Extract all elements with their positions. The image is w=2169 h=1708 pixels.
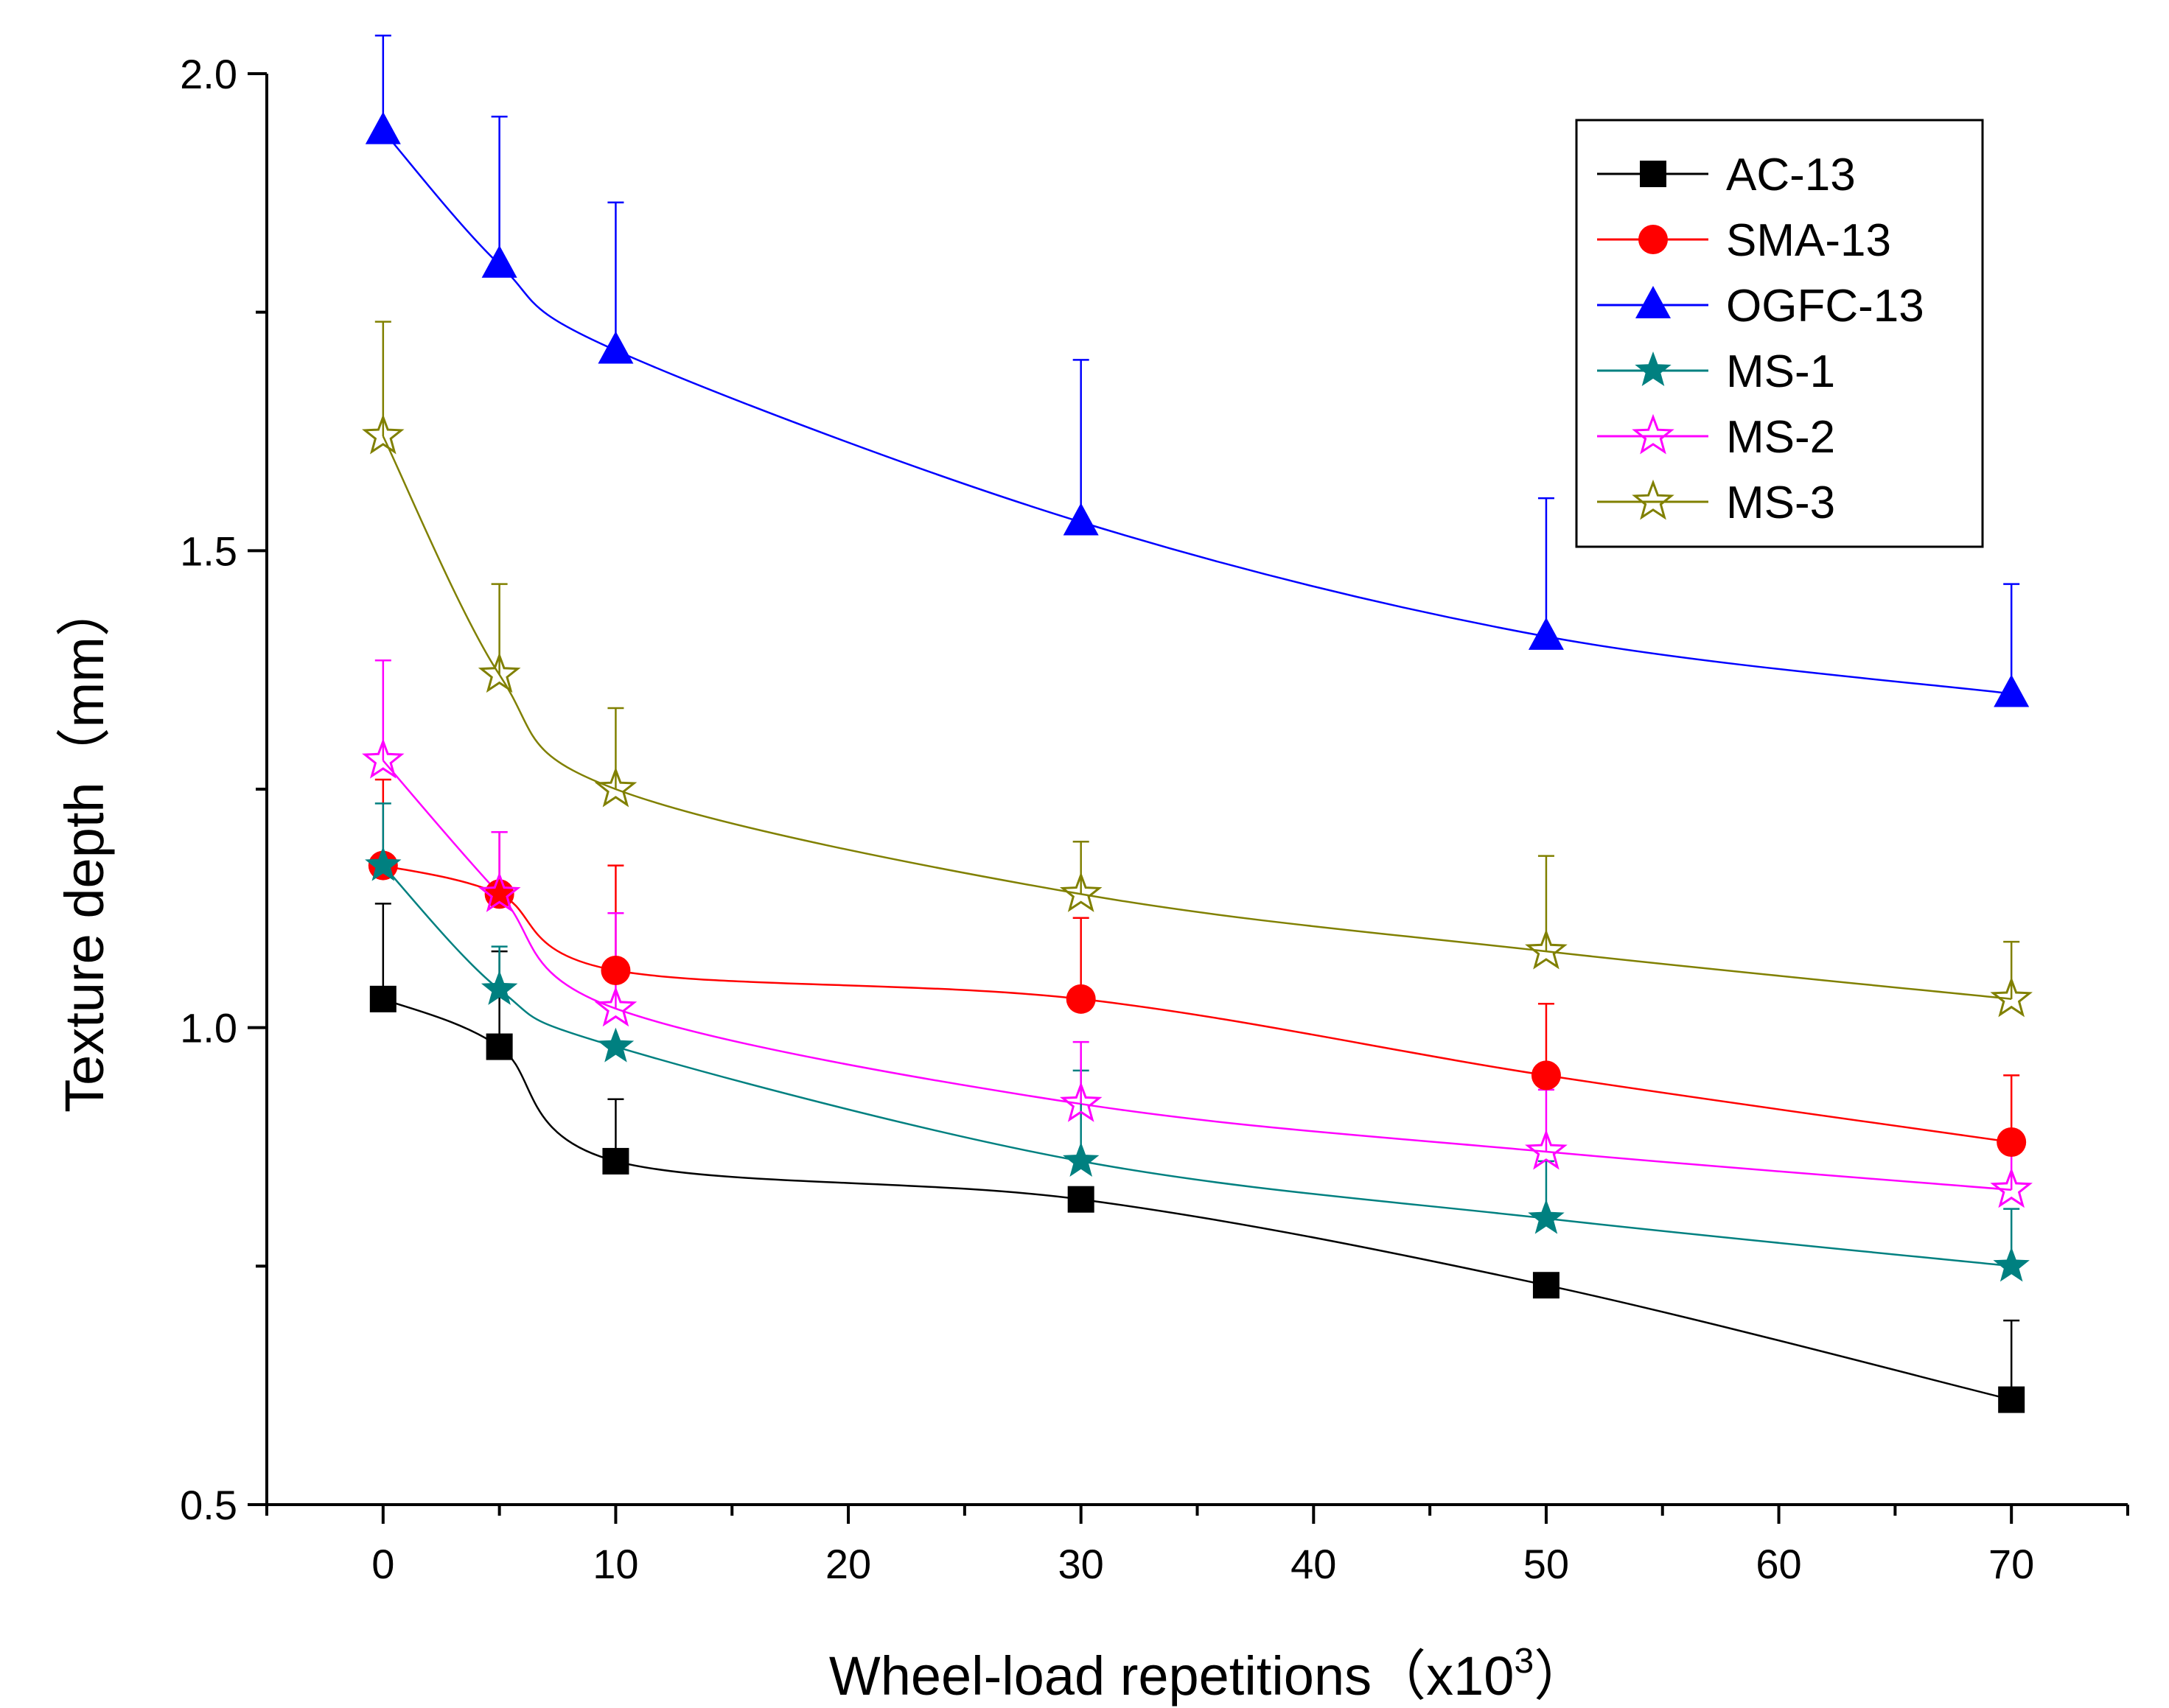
legend-label-ogfc-13: OGFC-13 — [1726, 281, 1924, 332]
data-point-ms-2 — [478, 872, 521, 912]
data-point-sma-13 — [1531, 1060, 1561, 1091]
data-point-ac-13 — [486, 1033, 513, 1060]
axes: 0 10 20 30 40 50 60 70 0.5 1.0 1.5 2.0 — [180, 51, 2129, 1587]
x-tick-label: 40 — [1290, 1541, 1336, 1587]
x-axis-title-exponent: 3 — [1514, 1642, 1534, 1681]
data-point-ms-3 — [1525, 928, 1568, 970]
data-point-ms-3 — [1990, 976, 2033, 1018]
legend-label-ms-2: MS-2 — [1726, 412, 1835, 463]
legend-marker-ogfc-13 — [1635, 286, 1671, 318]
data-point-ms-2 — [1059, 1081, 1103, 1122]
series-line-sma-13 — [383, 864, 2012, 1144]
legend-label-sma-13: SMA-13 — [1726, 215, 1891, 266]
data-point-sma-13 — [1066, 984, 1096, 1014]
data-point-ms-2 — [1990, 1167, 2033, 1208]
legend-marker-ms-3 — [1632, 479, 1674, 520]
y-tick-label: 2.0 — [180, 51, 237, 97]
data-point-ac-13 — [602, 1147, 629, 1175]
data-point-ac-13 — [1067, 1186, 1094, 1213]
y-tick-label: 1.0 — [180, 1005, 237, 1051]
x-tick-label: 10 — [593, 1541, 638, 1587]
data-point-ms-2 — [1525, 1129, 1568, 1170]
y-axis-title: Texture depth（mm） — [54, 582, 115, 1113]
data-point-ogfc-13 — [1994, 674, 2030, 707]
data-point-ms-1 — [1063, 1141, 1100, 1177]
series-line-ms-3 — [382, 435, 2012, 1001]
legend-label-ac-13: AC-13 — [1726, 150, 1856, 200]
data-point-ac-13 — [1532, 1272, 1559, 1299]
data-point-ogfc-13 — [1063, 503, 1099, 536]
data-point-ms-1 — [597, 1027, 635, 1063]
data-point-ogfc-13 — [365, 111, 401, 144]
x-tick-label: 30 — [1058, 1541, 1104, 1587]
data-point-ms-2 — [362, 738, 405, 779]
x-tick-label: 60 — [1756, 1541, 1801, 1587]
legend-box — [1575, 119, 1984, 548]
data-point-ms-1 — [1528, 1199, 1565, 1234]
legend-label-ms-3: MS-3 — [1726, 477, 1835, 528]
data-point-ogfc-13 — [481, 245, 517, 278]
data-point-sma-13 — [601, 955, 631, 985]
legend-marker-ms-2 — [1632, 413, 1674, 455]
data-point-ac-13 — [1998, 1386, 2025, 1413]
x-tick-label: 50 — [1523, 1541, 1569, 1587]
legend-marker-ac-13 — [1640, 161, 1666, 187]
x-tick-label: 20 — [825, 1541, 871, 1587]
x-tick-label: 70 — [1988, 1541, 2034, 1587]
y-tick-label: 1.5 — [180, 528, 237, 574]
data-markers — [362, 111, 2033, 1413]
legend: AC-13 SMA-13 OGFC-13 MS-1 MS-2 MS-3 — [1575, 119, 1984, 548]
x-tick-label: 0 — [371, 1541, 394, 1587]
x-axis-title-main: Wheel-load repetitions（x10 — [829, 1645, 1515, 1707]
data-point-ac-13 — [369, 985, 397, 1012]
data-point-ms-3 — [478, 652, 521, 693]
data-point-ogfc-13 — [598, 331, 634, 364]
data-point-ms-1 — [1993, 1247, 2030, 1282]
data-point-sma-13 — [1997, 1127, 2027, 1158]
legend-marker-ms-1 — [1635, 351, 1672, 386]
data-point-ms-3 — [1059, 872, 1103, 912]
series-line-ms-1 — [382, 864, 2012, 1267]
y-tick-label: 0.5 — [180, 1482, 237, 1528]
legend-label-ms-1: MS-1 — [1726, 346, 1835, 397]
data-point-ogfc-13 — [1528, 617, 1564, 650]
x-axis-title: Wheel-load repetitions（x103） — [829, 1642, 1588, 1707]
series-line-ac-13 — [383, 998, 2012, 1401]
x-axis-title-close: ） — [1534, 1645, 1588, 1707]
data-point-ms-2 — [594, 986, 638, 1027]
data-point-ms-1 — [481, 970, 518, 1005]
data-point-ms-3 — [362, 413, 405, 455]
data-point-ms-3 — [594, 766, 638, 808]
data-point-ms-1 — [365, 846, 402, 881]
legend-marker-sma-13 — [1638, 225, 1668, 254]
